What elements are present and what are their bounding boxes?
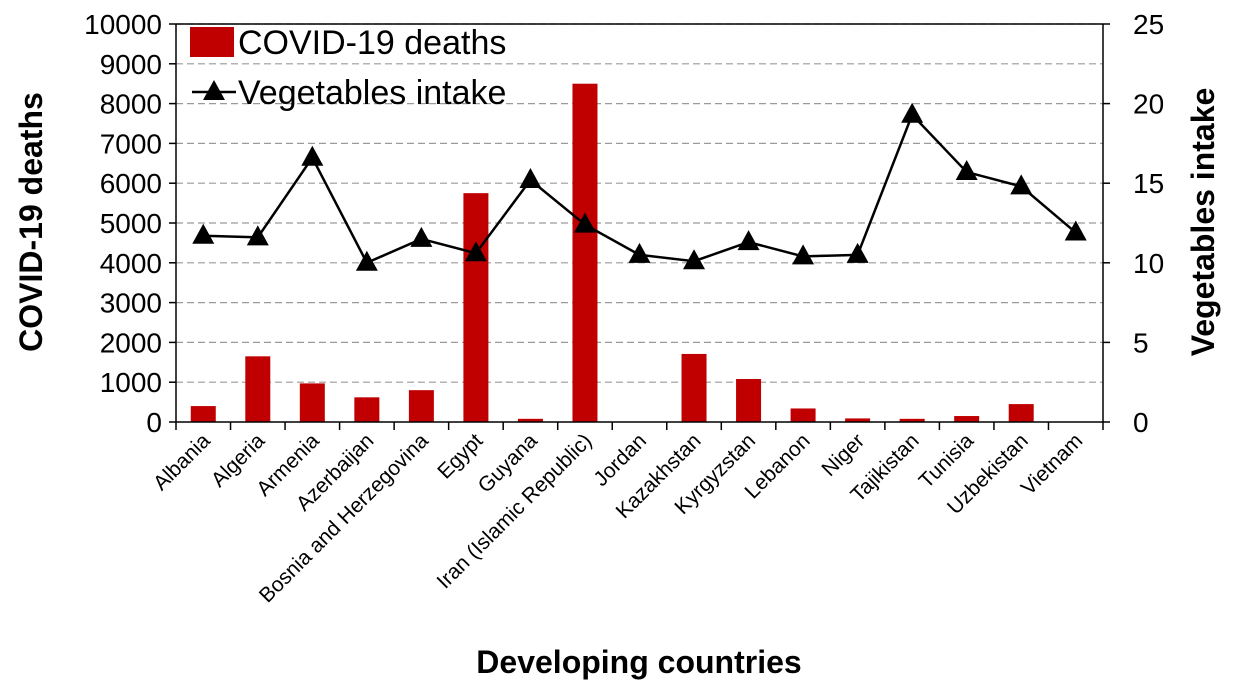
bar-covid-deaths [354, 397, 380, 422]
bar-covid-deaths [1008, 404, 1034, 422]
y-tick-labels: 0 1000 2000 3000 4000 5000 6000 7000 8000 9000 100… [84, 9, 162, 438]
y-axis-title: COVID-19 deaths [13, 92, 49, 352]
bar-covid-deaths [790, 408, 816, 422]
bar-covid-deaths [681, 353, 707, 422]
x-axis-title: Developing countries [476, 644, 801, 680]
y-tick-label: 6000 [100, 168, 162, 199]
y-tick-label: 10000 [84, 9, 162, 40]
bar-covid-deaths [899, 418, 925, 422]
point-vegetables-intake [628, 242, 651, 263]
x-tick-label: Albania [149, 429, 215, 495]
bar-covid-deaths [408, 390, 434, 422]
y-tick-label: 2000 [100, 327, 162, 358]
point-vegetables-intake [955, 160, 978, 181]
y2-tick-label: 10 [1133, 248, 1164, 279]
point-vegetables-intake [192, 223, 215, 244]
y-tick-label: 8000 [100, 89, 162, 120]
legend-swatch-vegetables-marker [203, 80, 225, 100]
bar-covid-deaths [954, 416, 980, 422]
line-series [192, 102, 1087, 271]
point-vegetables-intake [464, 241, 487, 262]
legend: COVID-19 deaths Vegetables intake [190, 24, 506, 112]
point-vegetables-intake [519, 168, 542, 189]
bar-series [190, 83, 1034, 422]
y2-axis-title: Vegetables intake [1185, 88, 1221, 357]
line-vegetables-intake [203, 112, 1077, 265]
point-vegetables-intake [901, 102, 924, 123]
point-vegetables-intake [246, 225, 269, 246]
y2-tick-label: 0 [1133, 407, 1149, 438]
bar-covid-deaths [845, 418, 871, 422]
bar-covid-deaths [736, 379, 762, 422]
y2-tick-label: 25 [1133, 9, 1164, 40]
y-tick-label: 7000 [100, 128, 162, 159]
y-tick-label: 1000 [100, 367, 162, 398]
axes [169, 23, 1110, 430]
point-vegetables-intake [1064, 220, 1087, 241]
point-vegetables-intake [355, 250, 378, 271]
point-vegetables-intake [1010, 174, 1033, 195]
y2-tick-label: 5 [1133, 327, 1149, 358]
point-vegetables-intake [301, 145, 324, 166]
bar-covid-deaths [190, 406, 216, 422]
point-vegetables-intake [573, 212, 596, 233]
x-tick-label: Vietnam [1017, 429, 1087, 499]
point-vegetables-intake [737, 230, 760, 251]
bar-covid-deaths [463, 193, 489, 422]
y-tick-label: 0 [146, 407, 162, 438]
legend-label-covid-deaths: COVID-19 deaths [238, 24, 506, 62]
y-tick-label: 4000 [100, 248, 162, 279]
bar-covid-deaths [245, 356, 271, 422]
y-tick-label: 9000 [100, 49, 162, 80]
y2-tick-labels: 0 5 10 15 20 25 [1133, 9, 1164, 438]
bar-covid-deaths [517, 418, 543, 422]
point-vegetables-intake [410, 226, 433, 247]
y-tick-label: 5000 [100, 208, 162, 239]
legend-label-vegetables-intake: Vegetables intake [238, 74, 506, 112]
y-tick-label: 3000 [100, 288, 162, 319]
x-tick-label: Niger [817, 429, 869, 481]
bar-covid-deaths [572, 83, 598, 422]
y2-tick-label: 20 [1133, 89, 1164, 120]
y2-tick-label: 15 [1133, 168, 1164, 199]
point-vegetables-intake [683, 249, 706, 270]
legend-swatch-covid-deaths [190, 27, 234, 57]
bar-covid-deaths [299, 383, 325, 422]
point-vegetables-intake [846, 242, 869, 263]
point-vegetables-intake [792, 244, 815, 265]
